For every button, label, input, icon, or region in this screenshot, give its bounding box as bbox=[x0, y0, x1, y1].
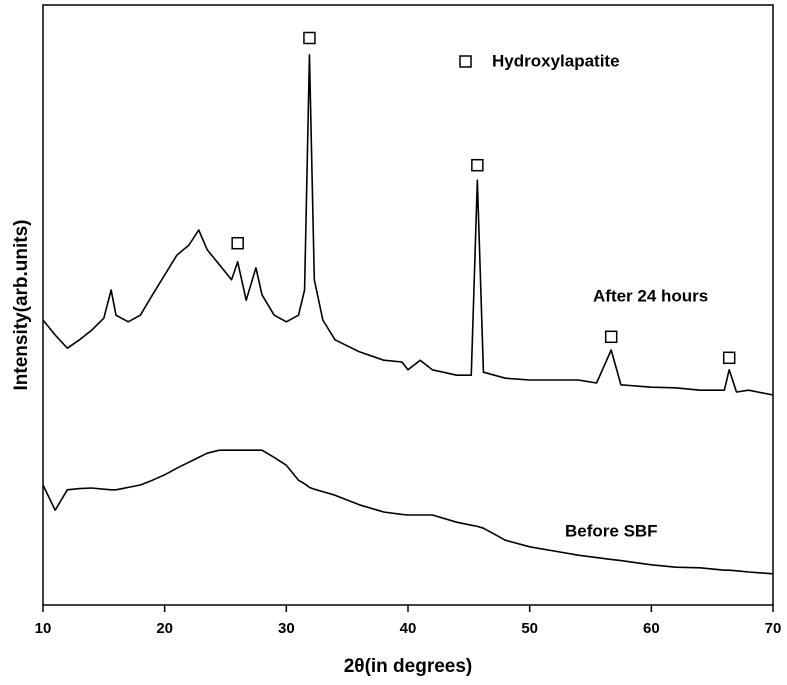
peak-marker bbox=[604, 330, 618, 344]
x-tick-label: 40 bbox=[400, 620, 417, 637]
x-tick-label: 10 bbox=[35, 620, 52, 637]
peak-marker bbox=[471, 158, 484, 172]
series-line bbox=[42, 449, 774, 575]
x-tick-label: 50 bbox=[521, 620, 538, 637]
legend-marker bbox=[459, 55, 472, 68]
x-tick-label: 20 bbox=[156, 620, 173, 637]
y-axis-label: Intensity(arb.units) bbox=[11, 219, 32, 390]
x-tick-label: 30 bbox=[278, 620, 295, 637]
series-line bbox=[42, 54, 774, 396]
peak-marker bbox=[303, 31, 316, 45]
legend-label: Hydroxylapatite bbox=[492, 51, 620, 70]
x-axis-label: 2θ(in degrees) bbox=[344, 656, 473, 677]
x-tick-label: 60 bbox=[643, 620, 660, 637]
peak-marker bbox=[231, 236, 244, 250]
plot-frame bbox=[42, 4, 774, 606]
series-label: Before SBF bbox=[565, 521, 658, 540]
peak-marker bbox=[722, 351, 736, 365]
series-label: After 24 hours bbox=[593, 286, 708, 305]
x-tick-label: 70 bbox=[765, 620, 782, 637]
